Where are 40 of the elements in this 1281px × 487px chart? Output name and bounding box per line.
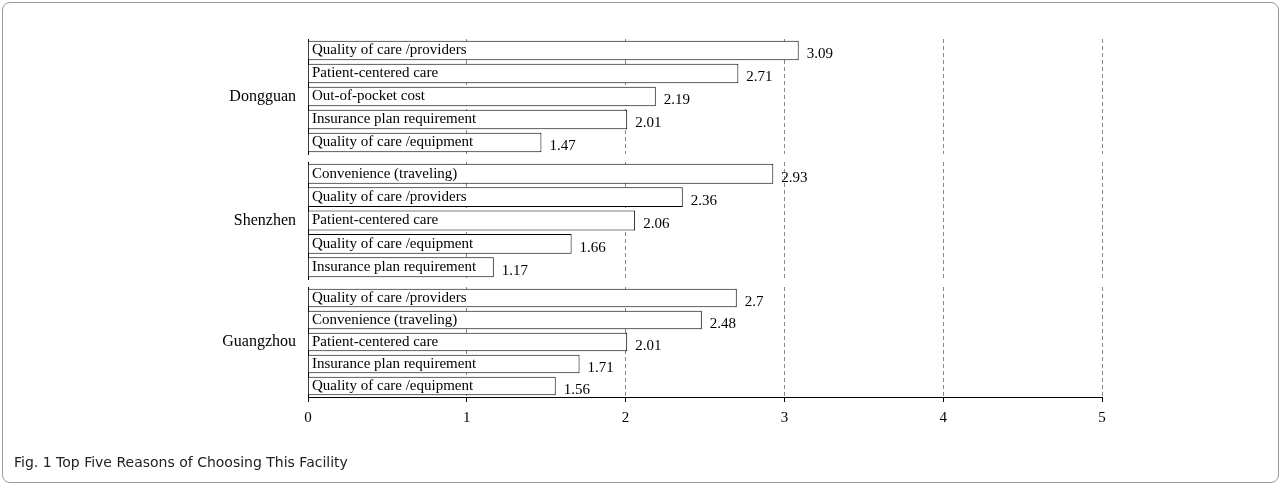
data-label: 2.71 bbox=[746, 68, 773, 85]
data-label: 2.36 bbox=[690, 192, 718, 209]
y-tick-label: Insurance plan requirement bbox=[312, 110, 477, 127]
caption: Fig. 1 Top Five Reasons of Choosing This Facility bbox=[14, 454, 348, 470]
y-tick-label: Patient-centered care bbox=[312, 332, 439, 349]
y-tick-label: Quality of care /equipment bbox=[312, 133, 475, 150]
data-label: 2.19 bbox=[663, 91, 691, 108]
x-tick-label: 5 bbox=[1098, 408, 1106, 425]
x-tick-label: 3 bbox=[780, 408, 789, 425]
y-tick-label: Quality of care /equipment bbox=[312, 234, 475, 251]
data-label: 2.48 bbox=[709, 314, 737, 331]
y-tick-label: Out-of-pocket cost bbox=[312, 87, 426, 104]
data-label: 1.47 bbox=[549, 137, 577, 154]
data-label: 2.93 bbox=[781, 168, 808, 185]
data-label: 1.17 bbox=[501, 262, 529, 279]
data-label: 2.7 bbox=[744, 292, 765, 309]
y-axis-title: Dongguan bbox=[229, 86, 296, 105]
data-label: 2.01 bbox=[635, 114, 662, 131]
y-tick-label: Convenience (traveling) bbox=[312, 164, 458, 182]
x-tick-label: 1 bbox=[463, 408, 471, 425]
y-tick-label: Insurance plan requirement bbox=[312, 354, 477, 371]
y-tick-label: Quality of care /providers bbox=[312, 41, 467, 58]
y-axis-title: Shenzhen bbox=[233, 210, 296, 228]
data-label: 2.01 bbox=[635, 336, 662, 353]
data-label: 1.66 bbox=[579, 238, 607, 255]
y-tick-label: Insurance plan requirement bbox=[312, 258, 477, 275]
x-tick-label: 4 bbox=[939, 408, 948, 425]
data-label: 1.56 bbox=[563, 380, 591, 397]
x-tick-label: 2 bbox=[621, 408, 630, 425]
data-label: 2.06 bbox=[643, 215, 670, 232]
data-label: 1.71 bbox=[587, 358, 614, 375]
x-tick-label: 0 bbox=[304, 408, 312, 425]
y-axis-title: Guangzhou bbox=[222, 332, 296, 351]
y-tick-label: Quality of care /providers bbox=[312, 188, 467, 205]
y-tick-label: Quality of care /equipment bbox=[312, 376, 475, 393]
y-tick-label: Quality of care /providers bbox=[312, 288, 467, 305]
data-label: 3.09 bbox=[806, 45, 833, 62]
y-tick-label: Patient-centered care bbox=[312, 211, 439, 228]
y-tick-label: Patient-centered care bbox=[312, 64, 439, 81]
y-tick-label: Convenience (traveling) bbox=[312, 310, 458, 328]
